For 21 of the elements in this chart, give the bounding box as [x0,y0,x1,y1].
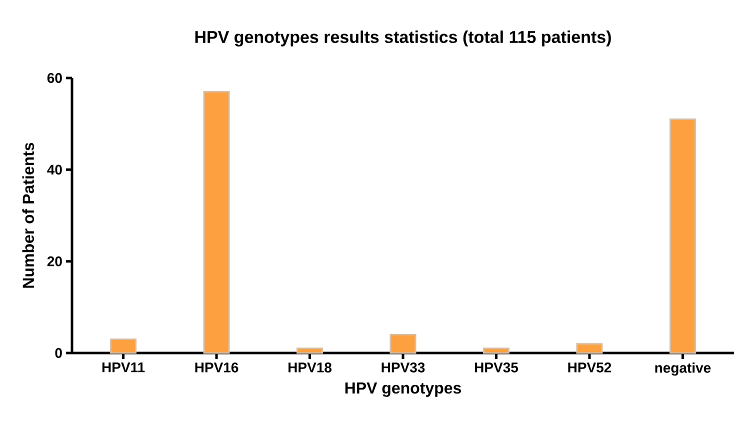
x-tick-label: HPV16 [195,362,238,372]
y-tick-label: 60 [47,73,62,83]
y-axis-title: Number of Patients [22,142,34,288]
x-tick-label: HPV52 [568,362,612,372]
bar [576,343,603,354]
chart-title: HPV genotypes results statistics (total 115 patients) [195,30,611,46]
bar [669,118,696,354]
y-tick-label: 40 [47,164,62,175]
y-tick-label: 20 [47,256,62,266]
x-tick-label: HPV18 [288,362,332,372]
x-tick-label: HPV11 [102,362,145,372]
bar [296,348,324,354]
x-tick-label: negative [655,362,711,376]
bar [203,91,230,354]
bar [110,338,137,354]
x-axis-title: HPV genotypes [345,382,462,397]
y-tick-label: 0 [55,348,62,358]
x-tick-label: HPV35 [475,362,518,372]
bar [390,334,416,354]
x-tick-label: HPV33 [382,362,425,372]
bar [482,348,510,354]
